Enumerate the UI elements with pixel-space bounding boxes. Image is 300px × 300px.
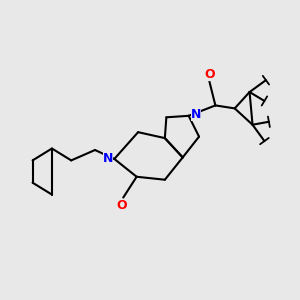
Text: N: N <box>103 152 113 165</box>
Text: O: O <box>204 68 215 81</box>
Text: O: O <box>116 200 127 212</box>
Text: N: N <box>191 108 201 121</box>
